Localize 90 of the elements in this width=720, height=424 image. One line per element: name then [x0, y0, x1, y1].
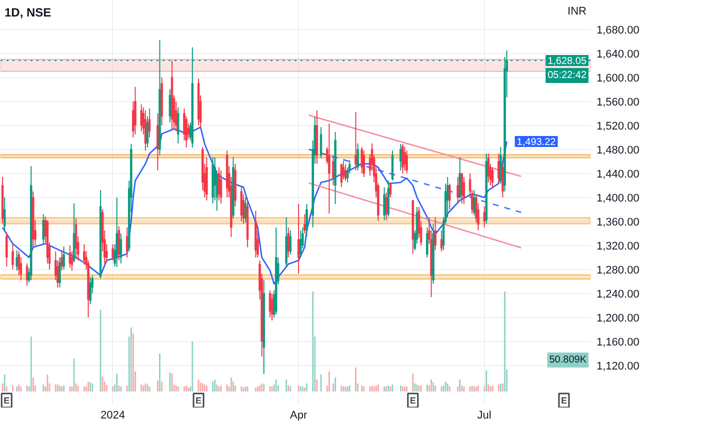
x-tick-label: Jul: [477, 410, 492, 422]
y-tick-label: 1,360.00: [596, 216, 640, 228]
candlestick: [460, 172, 463, 204]
candlestick: [89, 276, 92, 305]
candlestick: [434, 216, 436, 251]
candlestick: [42, 214, 44, 245]
candlestick: [385, 192, 388, 221]
candlestick: [304, 214, 306, 234]
candlestick: [426, 226, 428, 258]
y-tick-label: 1,160.00: [596, 336, 640, 348]
candlestick: [287, 226, 290, 258]
candlestick: [498, 153, 500, 183]
candlestick: [148, 108, 151, 138]
candlestick: [402, 143, 404, 174]
candlestick: [344, 164, 347, 182]
candlestick: [58, 256, 61, 288]
y-tick-label: 1,480.00: [596, 144, 640, 156]
candlestick: [126, 226, 128, 258]
candlestick: [448, 183, 451, 210]
candlestick: [289, 230, 292, 255]
candlestick: [3, 196, 6, 231]
candlestick: [140, 104, 142, 132]
candlestick: [354, 112, 357, 171]
candlestick: [362, 150, 366, 178]
y-tick-label: 1,280.00: [596, 264, 640, 276]
candlestick: [146, 116, 149, 148]
candlestick: [383, 186, 386, 221]
candlestick: [487, 153, 490, 183]
candlestick: [220, 170, 222, 204]
candlestick: [299, 230, 302, 258]
candlestick: [400, 143, 402, 171]
y-tick-label: 1,400.00: [596, 192, 640, 204]
candlestick: [268, 290, 272, 318]
candlestick: [26, 262, 28, 286]
y-tick-label: 1,320.00: [596, 240, 640, 252]
candlestick: [342, 160, 345, 180]
y-tick-label: 1,120.00: [596, 360, 640, 372]
annotation: E: [410, 396, 416, 406]
candlestick: [120, 232, 122, 264]
annotation: 50.809K: [549, 354, 587, 366]
candlestick: [332, 156, 334, 186]
candlestick: [62, 246, 65, 270]
candlestick: [297, 204, 300, 274]
annotation: 1,493.22: [516, 136, 556, 148]
candlestick: [406, 150, 408, 174]
y-tick-label: 1,600.00: [596, 72, 640, 84]
annotation: E: [560, 396, 567, 406]
candlestick: [440, 230, 443, 252]
annotation: E: [196, 396, 202, 406]
x-tick-label: Apr: [290, 410, 308, 422]
ref-line-label: 1,628.05: [548, 56, 587, 67]
candlestick: [18, 250, 20, 276]
x-tick-label: 2024: [100, 410, 126, 422]
candlestick: [360, 146, 363, 174]
candlestick: [83, 244, 86, 266]
candlestick: [483, 206, 486, 228]
candlestick: [6, 232, 8, 267]
y-tick-label: 1,520.00: [596, 120, 640, 132]
candlestick: [320, 126, 322, 159]
candlestick: [456, 176, 459, 204]
candlestick: [16, 250, 18, 272]
y-tick-label: 1,200.00: [596, 312, 640, 324]
candlestick: [462, 176, 466, 204]
candlestick: [491, 166, 494, 188]
candlestick: [473, 190, 476, 216]
candlestick: [306, 204, 308, 237]
y-tick-label: 1,640.00: [596, 48, 640, 60]
candlestick: [60, 250, 63, 272]
y-tick-label: 1,440.00: [596, 168, 640, 180]
candlestick: [328, 123, 330, 214]
y-tick-label: 1,240.00: [596, 288, 640, 300]
candlestick: [168, 88, 172, 123]
candlestick: [244, 196, 247, 224]
annotation: E: [4, 396, 10, 406]
y-tick-label: 1,680.00: [596, 24, 640, 36]
candlestick: [12, 244, 14, 270]
candlestick: [389, 182, 392, 198]
candlestick: [218, 166, 220, 201]
candlestick: [340, 163, 343, 188]
candlestick: [404, 146, 406, 171]
candlestick: [270, 292, 274, 321]
candlestick: [187, 123, 190, 140]
candlestick: [112, 244, 114, 261]
chart-title: 1D, NSE: [4, 6, 52, 20]
candlestick: [356, 142, 359, 171]
y-tick-label: 1,560.00: [596, 96, 640, 108]
candlestick: [68, 244, 72, 268]
candlestick: [176, 106, 180, 144]
annotation: 05:22:42: [548, 70, 587, 81]
y-axis-title: INR: [568, 6, 587, 18]
